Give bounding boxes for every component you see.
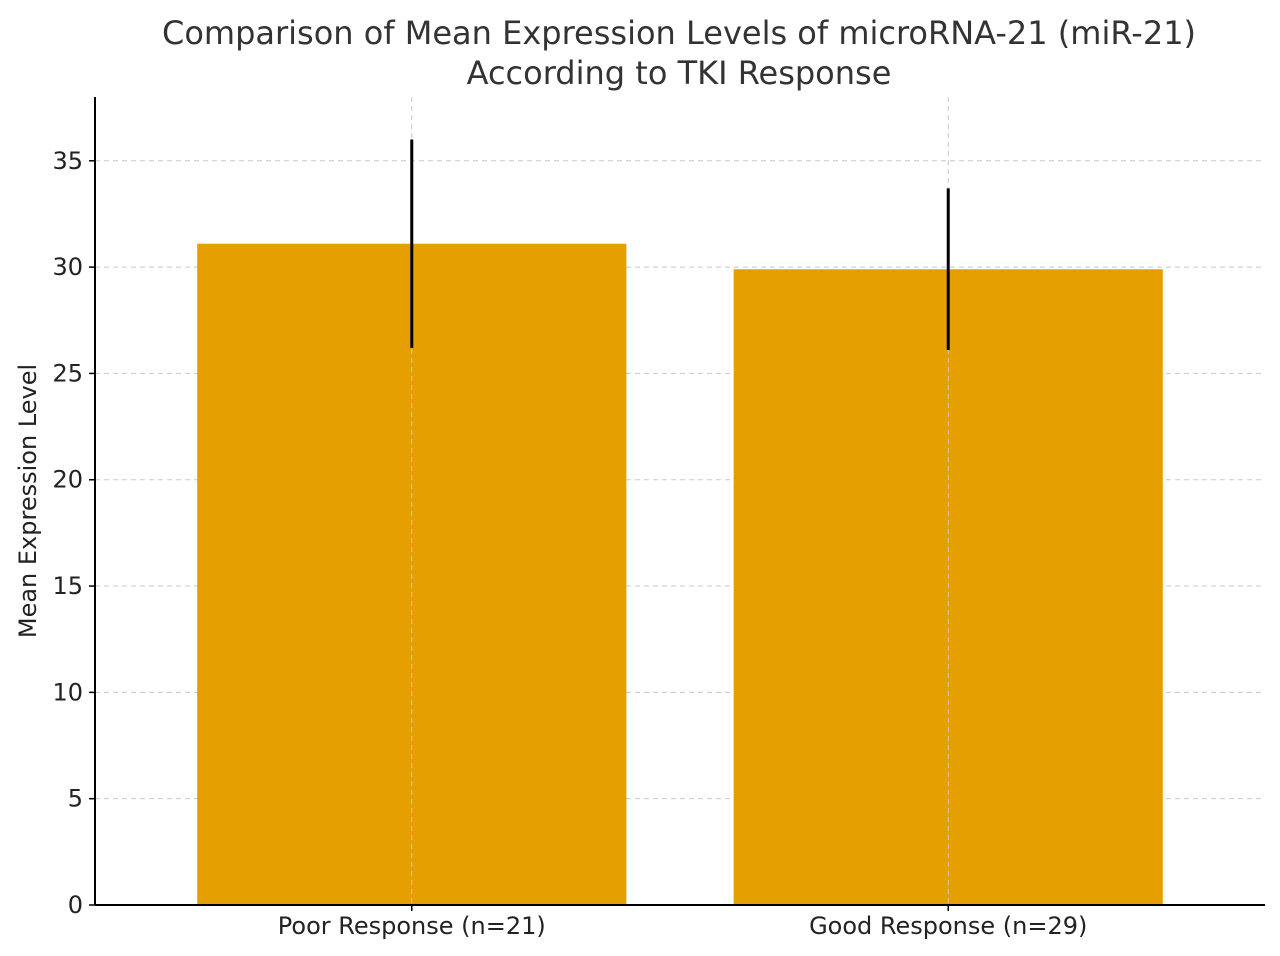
chart-title: Comparison of Mean Expression Levels of …	[162, 14, 1196, 52]
y-tick-label: 20	[52, 466, 83, 494]
y-tick-label: 35	[52, 147, 83, 175]
y-tick-layer: 0 5 10 15 20 25 30 35	[52, 147, 95, 919]
y-tick-label: 0	[68, 891, 83, 919]
y-tick-label: 15	[52, 572, 83, 600]
x-tick-layer: Poor Response (n=21) Good Response (n=29)	[278, 905, 1087, 940]
error-bar-layer	[410, 139, 950, 351]
y-tick-label: 25	[52, 359, 83, 387]
x-tick-label: Poor Response (n=21)	[278, 912, 546, 940]
y-tick-label: 30	[52, 253, 83, 281]
chart-subtitle: According to TKI Response	[467, 54, 892, 92]
y-axis-label: Mean Expression Level	[14, 364, 42, 638]
y-tick-label: 10	[52, 678, 83, 706]
axis-layer	[94, 97, 1265, 906]
x-tick-label: Good Response (n=29)	[809, 912, 1087, 940]
bar-layer	[197, 243, 1163, 905]
y-tick-label: 5	[68, 785, 83, 813]
